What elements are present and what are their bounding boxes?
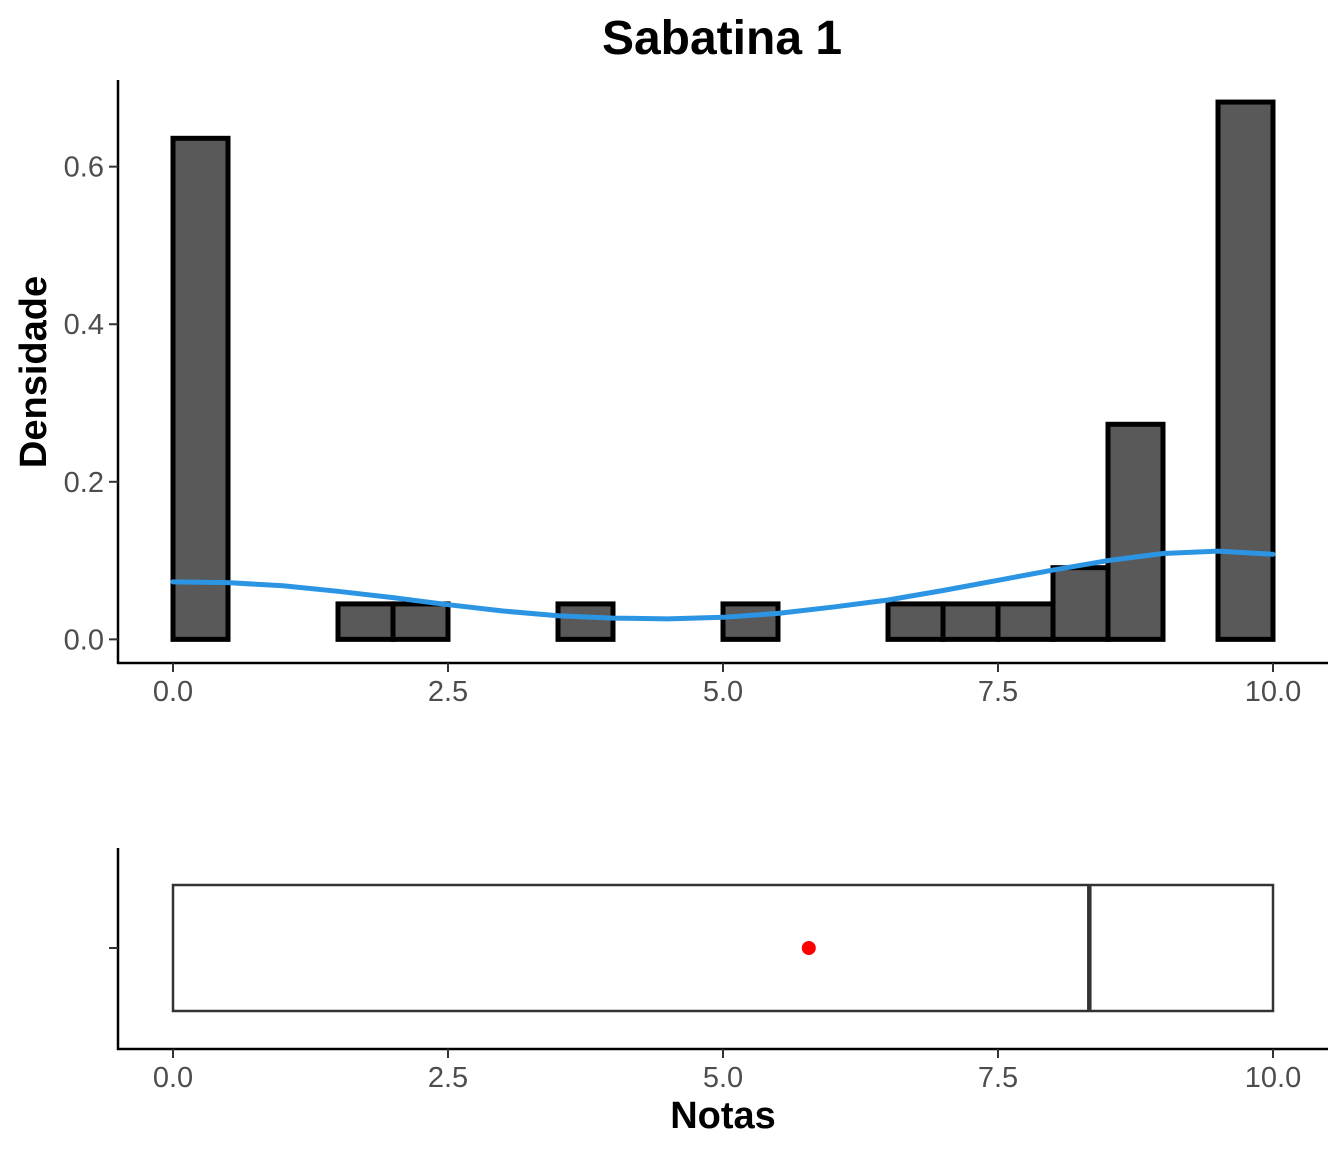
box-x-tick-label-3: 7.5 [978,1062,1018,1094]
chart-title: Sabatina 1 [602,12,842,65]
hist-x-tick-label-2: 5.0 [703,676,743,708]
hist-x-tick-label-4: 10.0 [1245,676,1301,708]
histogram-bar-4 [390,601,451,642]
histogram-bar-14 [940,601,1001,642]
histogram-bar-15 [995,601,1056,642]
histogram-bar-0 [170,135,231,642]
hist-x-tick-label-3: 7.5 [978,676,1018,708]
box-x-tick-label-1: 2.5 [428,1062,468,1094]
histogram-bar-10 [720,601,781,642]
hist-y-tick-label-0: 0.0 [64,624,104,656]
histogram-bar-17 [1105,421,1166,642]
box-x-tick-label-4: 10.0 [1245,1062,1301,1094]
hist-y-tick-label-1: 0.2 [64,467,104,499]
boxplot-panel: 0.0 2.5 5.0 7.5 10.0 [109,848,1328,1094]
histogram-bar-13 [885,601,946,642]
box-x-tick-label-0: 0.0 [153,1062,193,1094]
hist-x-tick-label-1: 2.5 [428,676,468,708]
histogram-bar-3 [335,601,396,642]
boxplot-box [171,883,1275,1013]
hist-x-tick-label-0: 0.0 [153,676,193,708]
density-curve [170,548,1276,622]
histogram-panel: 0.0 0.2 0.4 0.6 0.0 2.5 5.0 7.5 10.0 [64,80,1328,708]
histogram-bar-16 [1050,565,1111,642]
x-axis-title: Notas [670,1095,776,1137]
boxplot-mean-point [801,941,816,955]
hist-y-tick-label-3: 0.6 [64,152,104,184]
histogram-bar-19 [1215,99,1276,642]
hist-y-tick-label-2: 0.4 [64,309,104,341]
histogram-bar-7 [555,601,616,642]
box-x-tick-label-2: 5.0 [703,1062,743,1094]
y-axis-title: Densidade [13,276,55,468]
